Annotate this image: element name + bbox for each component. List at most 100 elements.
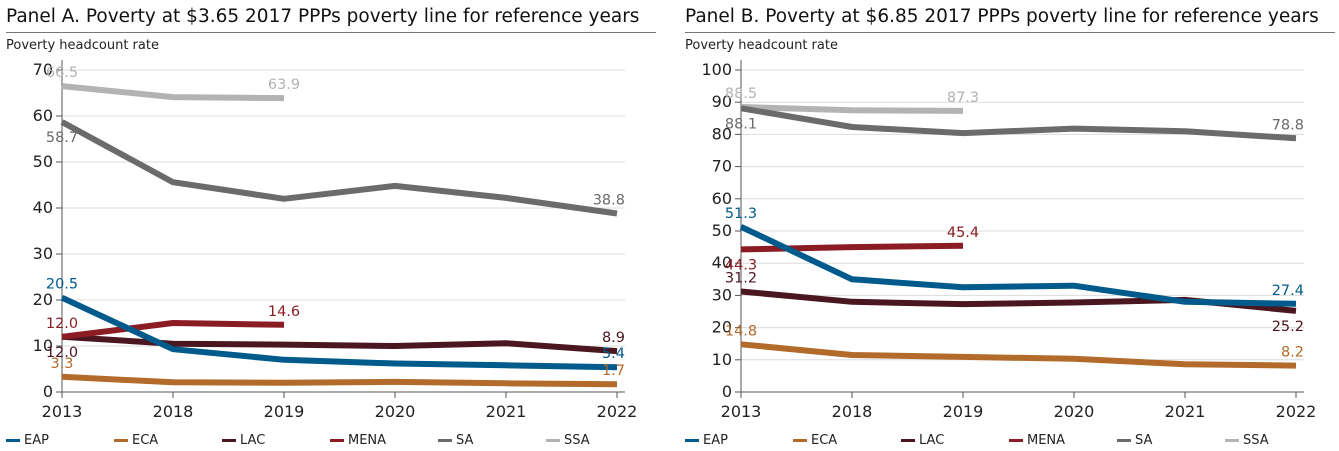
- legend-swatch: [901, 438, 915, 442]
- series-line-eca: [740, 341, 1297, 369]
- y-tick-label: 60: [712, 189, 732, 208]
- data-label: 31.2: [725, 271, 757, 287]
- y-tick-label: 10: [33, 336, 53, 355]
- y-tick-label: 40: [712, 253, 732, 272]
- series-line-sa: [60, 119, 618, 217]
- legend-label: SSA: [564, 432, 590, 448]
- legend-swatch: [685, 438, 699, 442]
- legend-swatch: [330, 438, 344, 442]
- data-label: 14.8: [725, 323, 757, 339]
- y-tick-label: 30: [33, 244, 53, 263]
- legend-item-lac: LAC: [901, 430, 1009, 450]
- legend-label: MENA: [1027, 432, 1066, 448]
- y-tick-label: 40: [33, 198, 53, 217]
- data-label: 58.7: [46, 130, 78, 146]
- legend-label: LAC: [919, 432, 945, 448]
- panel-a-legend: EAP ECA LAC MENA SA SSA: [6, 430, 654, 450]
- legend-swatch: [1225, 438, 1239, 442]
- data-label: 44.3: [725, 257, 757, 273]
- series-line-ssa: [61, 83, 285, 102]
- legend-swatch: [546, 438, 560, 442]
- series-line-eap: [60, 294, 618, 371]
- data-label: 88.1: [725, 116, 757, 132]
- y-tick-label: 70: [33, 60, 53, 79]
- legend-swatch: [1117, 438, 1131, 442]
- panel-a-title-rule: [6, 32, 656, 33]
- y-tick-label: 80: [712, 124, 732, 143]
- legend-label: ECA: [132, 432, 159, 448]
- legend-swatch: [438, 438, 452, 442]
- panel-b-title: Panel B. Poverty at $6.85 2017 PPPs pove…: [685, 6, 1319, 27]
- series-line-ssa: [740, 104, 964, 114]
- data-label: 3.3: [50, 356, 73, 372]
- data-label: 12.0: [46, 345, 78, 361]
- legend-item-sa: SA: [1117, 430, 1225, 450]
- data-label: 87.3: [947, 90, 979, 106]
- series-line-eca: [61, 373, 618, 388]
- data-label: 5.4: [602, 346, 625, 362]
- legend-swatch: [114, 438, 128, 442]
- legend-label: LAC: [240, 432, 266, 448]
- data-label: 8.9: [602, 330, 625, 346]
- x-tick-label: 2021: [1165, 402, 1206, 421]
- series-line-sa: [740, 105, 1297, 142]
- x-tick-label: 2019: [943, 402, 984, 421]
- x-tick-label: 2022: [1276, 402, 1317, 421]
- legend-item-ssa: SSA: [546, 430, 654, 450]
- x-tick-label: 2018: [832, 402, 873, 421]
- data-label: 88.5: [725, 86, 757, 102]
- y-tick-label: 10: [712, 350, 732, 369]
- legend-label: SA: [456, 432, 474, 448]
- x-tick-label: 2021: [486, 402, 527, 421]
- legend-swatch: [793, 438, 807, 442]
- panel-a-title: Panel A. Poverty at $3.65 2017 PPPs pove…: [6, 6, 640, 27]
- legend-swatch: [6, 438, 20, 442]
- panel-b-plot: 0 10 20 30 40 50 60 70 80 90 100 2013 2018 2019 2020 20…: [701, 60, 1317, 421]
- legend-label: ECA: [811, 432, 838, 448]
- x-tick-label: 2018: [153, 402, 194, 421]
- legend-swatch: [1009, 438, 1023, 442]
- y-tick-label: 90: [712, 92, 732, 111]
- y-tick-label: 50: [712, 221, 732, 240]
- panel-a-plot: 0 10 20 30 40 50 60 70 2013 2018 2019 2020 2021 2022 6…: [33, 60, 638, 421]
- data-label: 12.0: [46, 316, 78, 332]
- panel-b-legend: EAP ECA LAC MENA SA SSA: [685, 430, 1333, 450]
- data-label: 20.5: [46, 277, 78, 293]
- legend-item-ssa: SSA: [1225, 430, 1333, 450]
- x-tick-label: 2020: [375, 402, 416, 421]
- series-line-eap: [739, 224, 1297, 307]
- legend-item-lac: LAC: [222, 430, 330, 450]
- x-tick-label: 2013: [42, 402, 83, 421]
- data-label: 51.3: [725, 206, 757, 222]
- x-tick-label: 2019: [264, 402, 305, 421]
- legend-label: SA: [1135, 432, 1153, 448]
- legend-item-mena: MENA: [330, 430, 438, 450]
- y-tick-label: 70: [712, 157, 732, 176]
- data-label: 78.8: [1272, 117, 1304, 133]
- legend-item-sa: SA: [438, 430, 546, 450]
- legend-label: SSA: [1243, 432, 1269, 448]
- data-label: 38.8: [593, 193, 625, 209]
- panel-b: Panel B. Poverty at $6.85 2017 PPPs pove…: [679, 0, 1339, 451]
- data-label: 63.9: [268, 77, 300, 93]
- data-label: 66.5: [46, 65, 78, 81]
- y-tick-label: 60: [33, 106, 53, 125]
- y-tick-label: 0: [43, 382, 53, 401]
- legend-item-eca: ECA: [114, 430, 222, 450]
- series-line-mena: [740, 242, 964, 253]
- data-label: 14.6: [268, 304, 300, 320]
- x-tick-label: 2013: [721, 402, 762, 421]
- data-label: 25.2: [1272, 319, 1304, 335]
- y-tick-label: 20: [712, 318, 732, 337]
- panel-b-y-axis-label: Poverty headcount rate: [685, 38, 838, 53]
- x-tick-label: 2020: [1054, 402, 1095, 421]
- panel-a: Panel A. Poverty at $3.65 2017 PPPs pove…: [0, 0, 660, 451]
- y-tick-label: 100: [701, 60, 732, 79]
- x-tick-label: 2022: [597, 402, 638, 421]
- data-label: 27.4: [1272, 283, 1304, 299]
- y-tick-label: 30: [712, 285, 732, 304]
- series-line-mena: [61, 320, 285, 340]
- panel-b-title-rule: [685, 32, 1335, 33]
- legend-label: MENA: [348, 432, 387, 448]
- legend-label: EAP: [24, 432, 49, 448]
